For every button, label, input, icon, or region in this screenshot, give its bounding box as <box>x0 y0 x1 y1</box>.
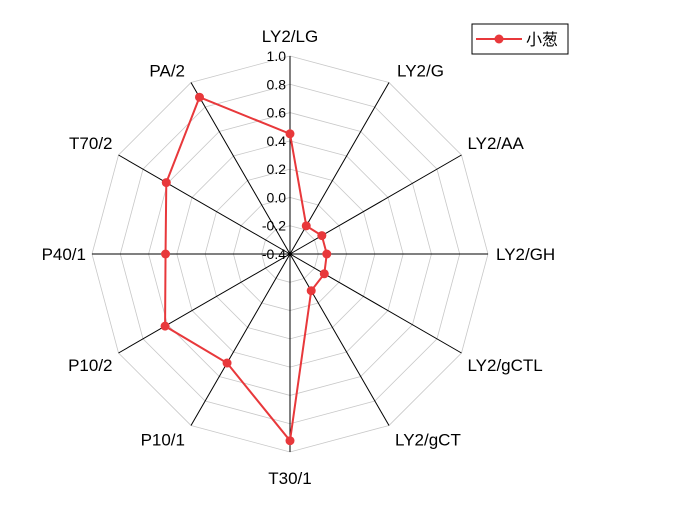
data-point <box>322 249 332 259</box>
data-point <box>161 249 171 259</box>
axis-label: LY2/LG <box>262 27 318 46</box>
axis-spoke <box>118 154 291 255</box>
data-point <box>285 436 295 446</box>
data-point <box>161 178 171 188</box>
tick-label: 0.8 <box>267 76 287 92</box>
series-line <box>164 95 328 444</box>
axis-labels: LY2/LG LY2/G LY2/AA LY2/GH LY2/gCTL LY2/gCT T3… <box>42 27 556 488</box>
axis-label: P40/1 <box>42 245 86 264</box>
axis-label: LY2/AA <box>467 134 524 153</box>
axis-spoke <box>289 253 390 426</box>
axis-spoke <box>289 253 462 354</box>
axis-label: LY2/gCTL <box>467 356 542 375</box>
tick-label: 0.0 <box>267 189 287 205</box>
tick-label: 0.4 <box>267 133 287 149</box>
axis-label: LY2/GH <box>496 245 555 264</box>
tick-label: -0.2 <box>262 218 286 234</box>
tick-label: 1.0 <box>267 48 287 64</box>
axis-spoke <box>118 253 291 354</box>
axis-spoke <box>190 253 291 426</box>
legend: 小葱 <box>471 23 569 55</box>
radial-tick-labels: -0.4 -0.2 0.0 0.2 0.4 0.6 0.8 1.0 <box>262 48 286 262</box>
axis-label: LY2/gCT <box>395 430 461 449</box>
radar-spokes <box>92 56 488 452</box>
data-point <box>222 358 232 368</box>
axis-label: P10/2 <box>68 356 112 375</box>
axis-label: LY2/G <box>397 62 444 81</box>
data-point <box>317 231 327 241</box>
data-point <box>194 92 204 102</box>
tick-label: -0.4 <box>262 246 286 262</box>
axis-label: P10/1 <box>141 430 185 449</box>
legend-series-name: 小葱 <box>526 30 558 49</box>
data-point <box>306 286 316 296</box>
legend-marker-swatch <box>494 34 504 44</box>
axis-label: PA/2 <box>149 62 185 81</box>
tick-label: 0.2 <box>267 161 287 177</box>
axis-label: T30/1 <box>268 469 311 488</box>
data-point <box>301 221 311 231</box>
data-point <box>160 321 170 331</box>
axis-label: T70/2 <box>69 134 112 153</box>
data-point <box>319 269 329 279</box>
tick-label: 0.6 <box>267 105 287 121</box>
series-layer <box>160 92 332 446</box>
data-point <box>285 129 295 139</box>
axis-spoke <box>190 82 291 255</box>
